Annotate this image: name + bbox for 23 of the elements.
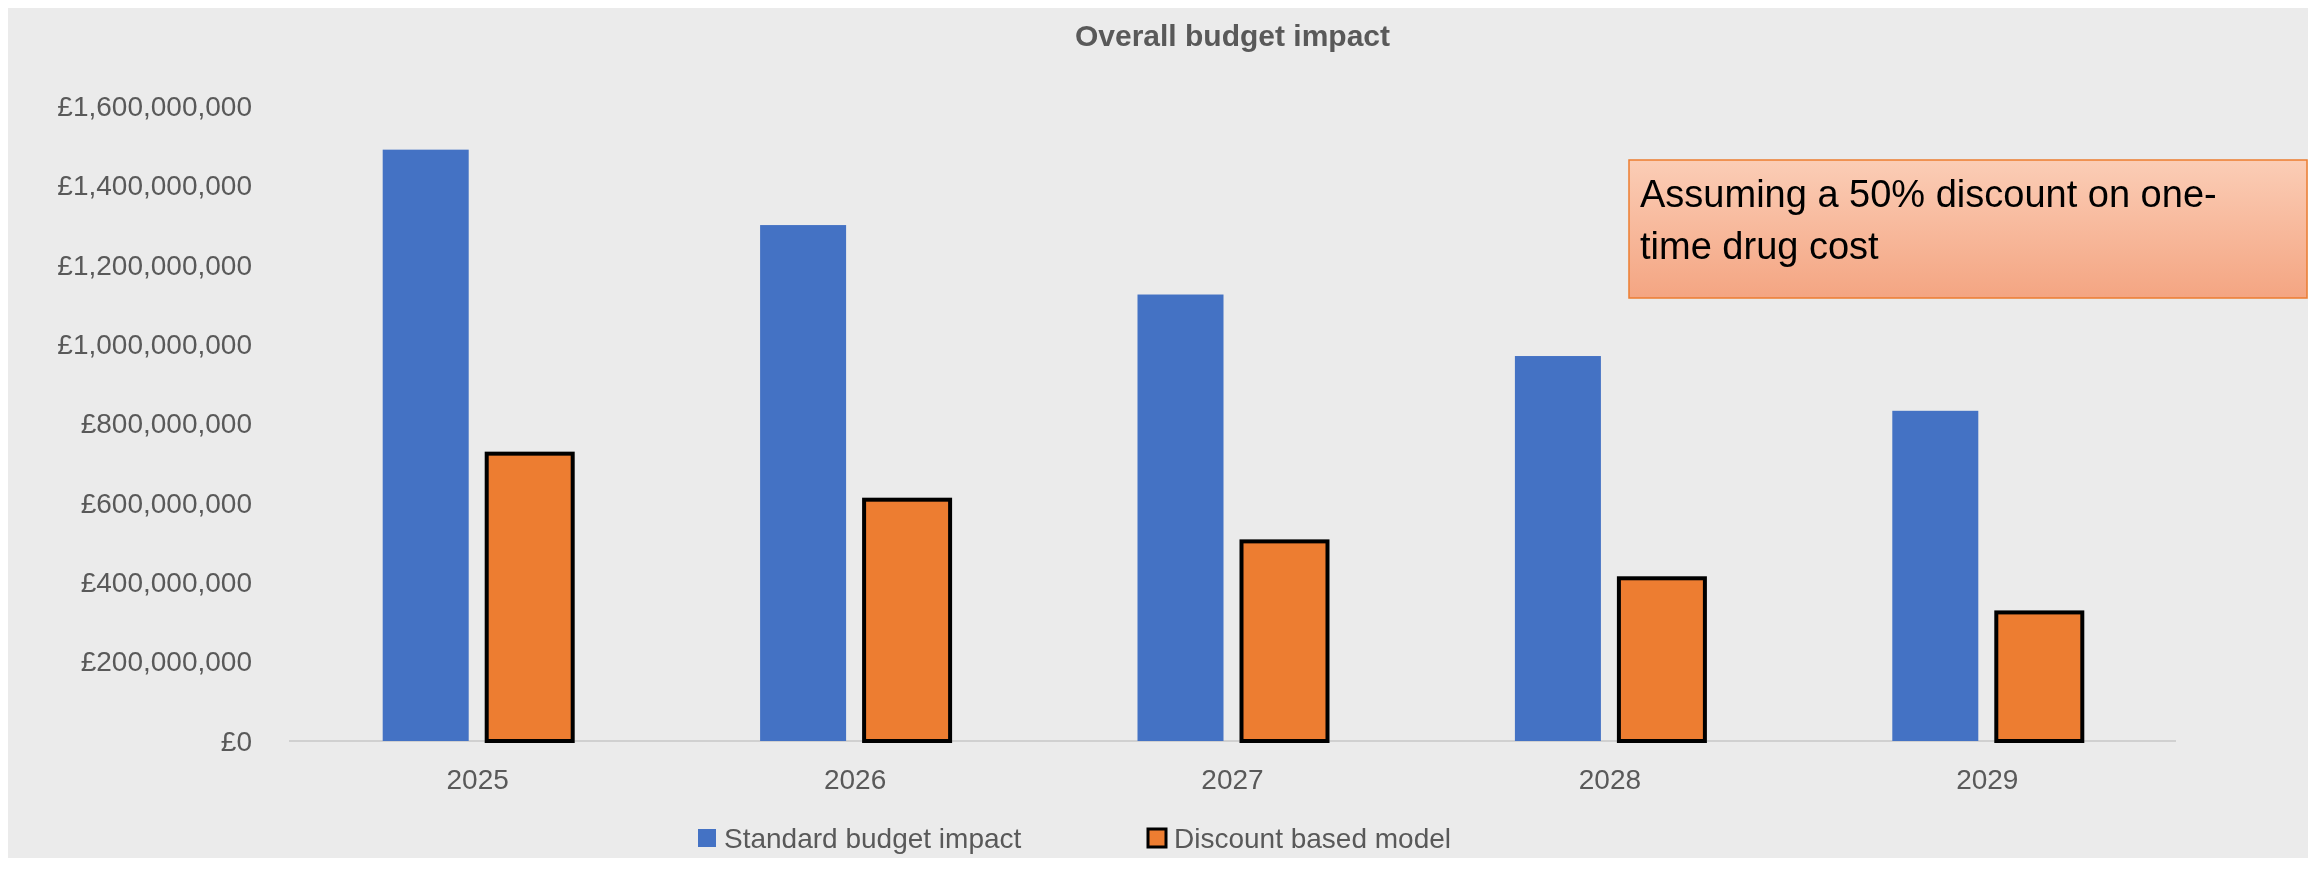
bar [1514, 356, 1601, 741]
bar [382, 149, 469, 741]
legend-label: Discount based model [1174, 822, 1452, 854]
bar [1892, 410, 1979, 741]
annotation: Assuming a 50% discount on one-time drug cost [1640, 172, 2218, 269]
legend-label: Standard budget impact [724, 822, 1022, 854]
bar [1137, 294, 1224, 741]
y-tick-label: £200,000,000 [80, 646, 252, 678]
x-tick-label: 2025 [446, 764, 509, 795]
chart-title: Overall budget impact [1074, 19, 1391, 52]
x-tick-label: 2027 [1201, 764, 1264, 795]
bar [760, 225, 847, 741]
x-tick-label: 2026 [823, 764, 887, 795]
y-tick-label: £0 [220, 725, 252, 757]
y-tick-label: £600,000,000 [80, 487, 252, 519]
y-tick-label: £1,400,000,000 [57, 170, 252, 202]
y-tick-label: £800,000,000 [80, 408, 252, 440]
y-tick-label: £1,000,000,000 [57, 328, 252, 360]
x-tick-label: 2028 [1578, 764, 1642, 795]
y-tick-label: £1,600,000,000 [57, 90, 252, 122]
y-tick-label: £400,000,000 [80, 567, 252, 599]
x-tick-label: 2029 [1956, 764, 2019, 795]
y-tick-label: £1,200,000,000 [57, 249, 252, 281]
